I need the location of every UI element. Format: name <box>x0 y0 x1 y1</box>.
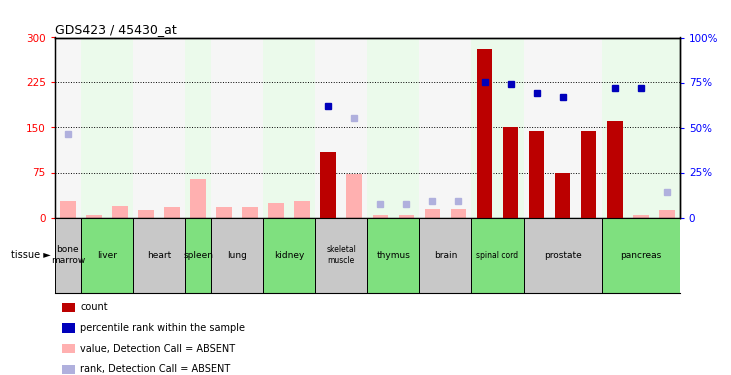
Bar <box>607 122 623 218</box>
Bar <box>367 217 420 292</box>
Bar <box>159 38 185 218</box>
Bar <box>373 215 388 217</box>
Bar <box>607 182 623 218</box>
Text: value, Detection Call = ABSENT: value, Detection Call = ABSENT <box>80 344 235 354</box>
Bar <box>529 130 545 218</box>
Text: GDS423 / 45430_at: GDS423 / 45430_at <box>55 23 177 36</box>
Bar <box>81 38 107 218</box>
Bar <box>86 214 102 217</box>
Bar <box>55 38 81 218</box>
Text: lung: lung <box>227 251 247 260</box>
Bar <box>581 130 596 218</box>
Text: liver: liver <box>97 251 117 260</box>
Bar <box>81 217 133 292</box>
Bar <box>346 174 362 217</box>
Bar <box>138 210 154 218</box>
Bar <box>320 152 336 217</box>
Bar <box>523 217 602 292</box>
Text: brain: brain <box>433 251 457 260</box>
Bar <box>575 38 602 218</box>
Text: percentile rank within the sample: percentile rank within the sample <box>80 323 246 333</box>
Bar <box>211 217 263 292</box>
Bar <box>216 207 232 218</box>
Bar <box>450 209 466 218</box>
Bar <box>133 217 185 292</box>
Bar <box>112 206 128 218</box>
Bar <box>211 38 237 218</box>
Text: heart: heart <box>147 251 171 260</box>
Bar <box>190 178 206 218</box>
Bar <box>263 217 315 292</box>
Text: pancreas: pancreas <box>620 251 662 260</box>
Bar <box>237 38 263 218</box>
Bar <box>471 38 498 218</box>
Text: spleen: spleen <box>183 251 213 260</box>
Bar <box>445 38 471 218</box>
Bar <box>315 38 341 218</box>
Bar <box>477 50 492 217</box>
Bar <box>659 210 675 218</box>
Bar <box>185 38 211 218</box>
Bar <box>107 38 133 218</box>
Text: skeletal
muscle: skeletal muscle <box>326 245 356 265</box>
Bar <box>425 209 440 218</box>
Bar <box>503 128 518 218</box>
Bar <box>633 214 648 217</box>
Bar <box>550 38 575 218</box>
Bar <box>60 201 75 217</box>
Bar <box>654 38 680 218</box>
Bar <box>498 38 523 218</box>
Bar <box>268 202 284 217</box>
Bar <box>242 207 258 218</box>
Bar <box>55 217 81 292</box>
Text: rank, Detection Call = ABSENT: rank, Detection Call = ABSENT <box>80 364 231 374</box>
Bar <box>164 207 180 218</box>
Bar <box>602 38 628 218</box>
Bar <box>555 172 570 217</box>
Bar <box>341 38 367 218</box>
Bar <box>523 38 550 218</box>
Bar <box>393 38 420 218</box>
Bar <box>185 217 211 292</box>
Text: count: count <box>80 303 108 312</box>
Bar <box>133 38 159 218</box>
Bar <box>315 217 367 292</box>
Bar <box>263 38 289 218</box>
Bar <box>367 38 393 218</box>
Text: kidney: kidney <box>274 251 304 260</box>
Bar <box>420 38 445 218</box>
Bar <box>628 38 654 218</box>
Bar <box>420 217 471 292</box>
Bar <box>602 217 680 292</box>
Text: prostate: prostate <box>544 251 582 260</box>
Text: tissue ►: tissue ► <box>12 250 51 260</box>
Bar <box>289 38 315 218</box>
Text: thymus: thymus <box>376 251 410 260</box>
Text: spinal cord: spinal cord <box>477 251 518 260</box>
Bar <box>295 201 310 217</box>
Bar <box>471 217 523 292</box>
Text: bone
marrow: bone marrow <box>50 245 85 265</box>
Bar <box>398 215 414 217</box>
